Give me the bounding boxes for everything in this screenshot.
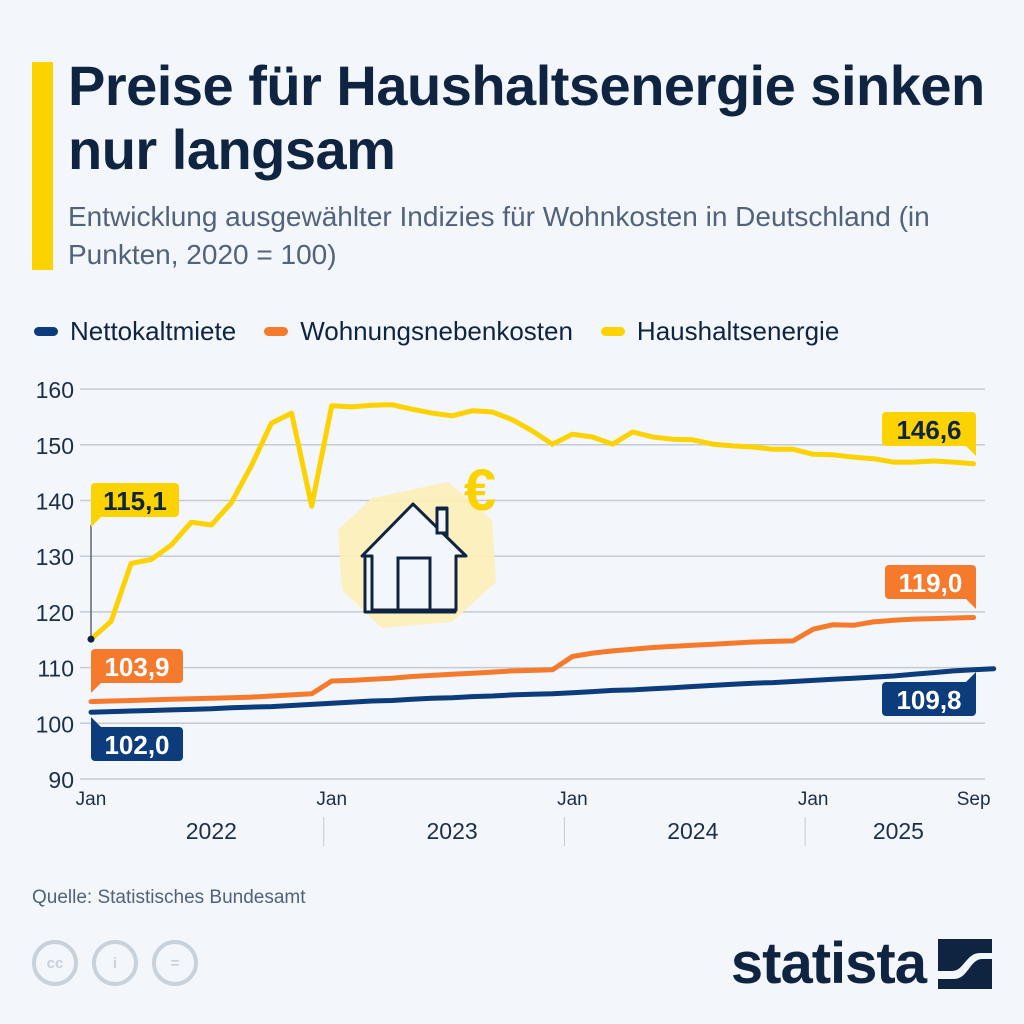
cc-icon[interactable]: cc [32,940,78,986]
legend-item-wohnungsnebenkosten[interactable]: Wohnungsnebenkosten [264,316,573,347]
callout-tail [966,672,976,686]
y-axis-ticks: 90 100 110 120 130 140 150 160 [36,377,74,793]
series-lines [88,402,997,715]
x-axis-ticks: Jan Jan Jan Jan Sep 2022 2023 2024 2025 [76,789,991,846]
y-tick-label: 140 [36,489,74,515]
y-tick-label: 160 [36,377,74,403]
callout-haushaltsenergie-start: 115,1 [91,483,179,527]
callout-wohnungsnebenkosten-start: 103,9 [91,649,183,693]
series-line-nettokaltmiete [88,666,997,715]
callout-tail [966,595,976,609]
house-door [396,556,432,612]
grid-lines [80,388,985,780]
legend-label: Wohnungsnebenkosten [300,316,573,346]
callout-haushaltsenergie-end: 146,6 [882,412,976,456]
callout-box [91,483,179,517]
y-tick-label: 110 [37,656,74,682]
callout-value: 109,8 [896,685,961,715]
legend-item-nettokaltmiete[interactable]: Nettokaltmiete [34,316,236,347]
source-note: Quelle: Statistisches Bundesamt [32,887,306,908]
statista-logo[interactable]: statista [731,934,992,994]
callout-value: 115,1 [103,486,167,516]
brand-name: statista [730,931,927,996]
callout-tail [91,717,101,731]
legend-item-haushaltsenergie[interactable]: Haushaltsenergie [600,316,840,347]
legend-swatch-wohnungsnebenkosten [264,327,289,336]
y-tick-label: 90 [48,767,74,793]
page-title: Preise für Haushaltsenergie sinken nur l… [68,54,985,181]
series-line-haushaltsenergie [88,402,977,642]
y-tick-label: 130 [36,544,74,570]
license-icons: cc i = [32,940,212,986]
callout-value: 102,0 [104,730,169,760]
callout-box [91,727,183,761]
callout-box [91,649,183,683]
callout-wohnungsnebenkosten-end: 119,0 [885,565,976,609]
legend-swatch-nettokaltmiete [34,327,58,336]
house-euro-illustration: € [338,458,496,628]
y-tick-label: 100 [36,711,74,737]
year-label: 2023 [426,818,477,844]
year-label: 2024 [667,818,718,844]
callout-tail [91,513,101,527]
statista-logo-icon [938,939,992,989]
callout-box [885,565,976,599]
series-line-wohnungsnebenkosten [88,615,977,705]
x-tick-label: Jan [557,789,588,810]
y-tick-label: 120 [36,600,74,626]
x-tick-label: Jan [798,789,829,810]
chart-legend: Nettokaltmiete Wohnungsnebenkosten Haush… [34,316,867,347]
no-derivatives-icon[interactable]: = [152,940,198,986]
y-tick-label: 150 [36,433,74,459]
callout-box [882,682,976,716]
legend-label: Haushaltsenergie [636,316,840,346]
x-tick-label: Jan [76,789,107,810]
callout-nettokaltmiete-end: 109,8 [882,672,976,716]
callout-value: 146,6 [896,415,961,445]
year-label: 2022 [186,818,237,844]
callout-tail [966,442,976,456]
legend-swatch-haushaltsenergie [600,327,625,336]
callout-value: 103,9 [104,652,169,682]
house-chimney [435,507,449,535]
legend-label: Nettokaltmiete [70,316,237,346]
attribution-icon[interactable]: i [92,940,138,986]
callout-tail [91,679,101,693]
callout-nettokaltmiete-start: 102,0 [91,717,183,761]
callout-value: 119,0 [899,568,963,598]
page-subtitle: Entwicklung ausgewählter Indizies für Wo… [68,201,930,270]
title-accent-bar [32,62,53,270]
value-labels: 115,1 146,6 103,9 119,0 102,0 109,8 [87,412,976,761]
year-label: 2025 [873,818,924,844]
line-chart: 90 100 110 120 130 140 150 160 Jan Jan Jan Jan Sep 2… [36,377,997,846]
x-tick-label: Jan [316,789,347,810]
euro-icon: € [464,458,496,523]
start-point-marker [87,635,95,643]
x-tick-label: Sep [957,789,991,810]
callout-box [882,412,976,446]
